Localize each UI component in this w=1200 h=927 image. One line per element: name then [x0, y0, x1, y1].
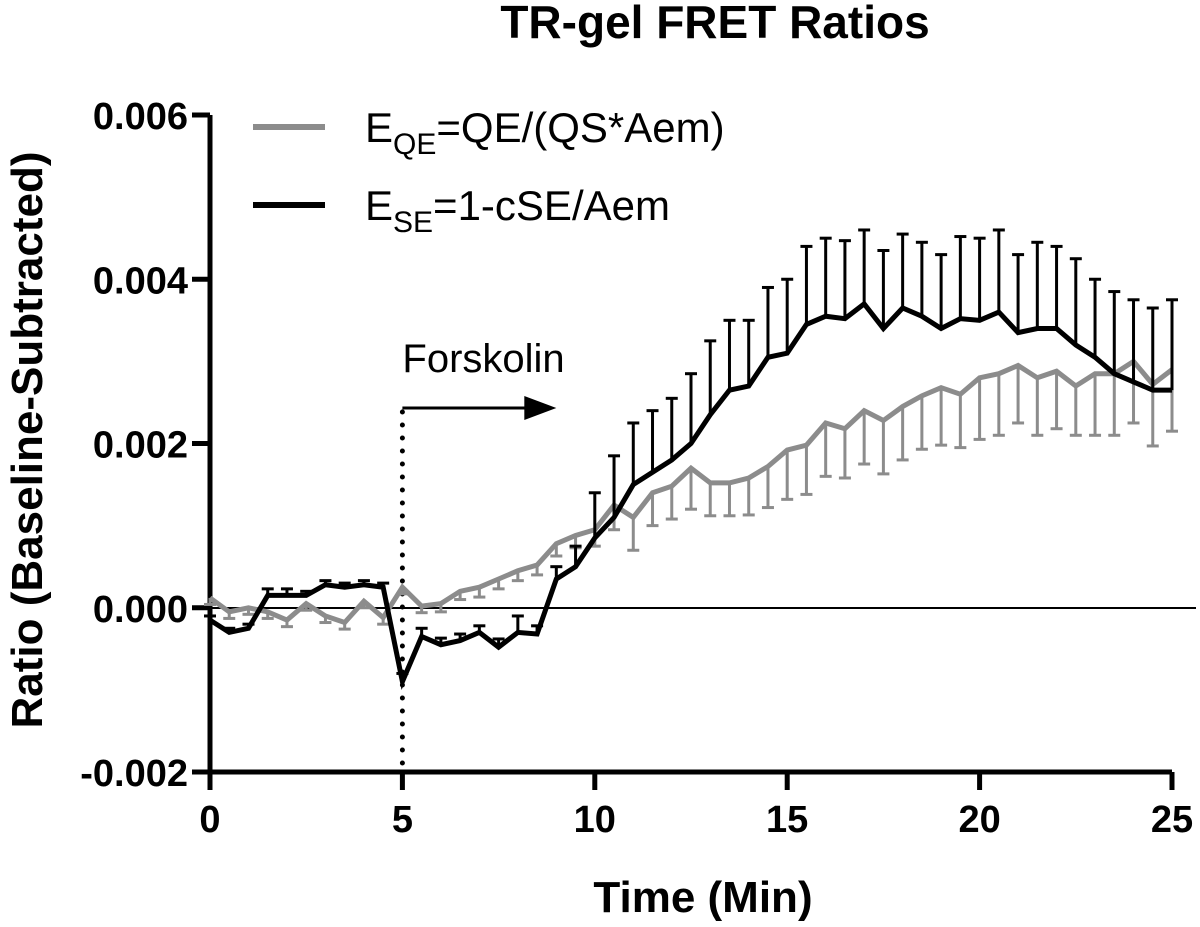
x-axis-ticks: 0 5 10 15 20 25 [199, 772, 1193, 841]
series-layer [204, 228, 1178, 691]
y-axis-ticks: -0.002 0.000 0.002 0.004 0.006 [80, 96, 210, 795]
series-1 [204, 228, 1178, 691]
x-tick-label: 5 [392, 799, 413, 841]
chart-title: TR-gel FRET Ratios [500, 0, 929, 48]
x-tick-label: 10 [574, 799, 616, 841]
x-tick-label: 25 [1151, 799, 1193, 841]
forskolin-annotation: Forskolin [399, 337, 565, 775]
legend: EQE=QE/(QS*Aem) ESE=1-cSE/Aem [253, 104, 725, 239]
x-tick-label: 15 [766, 799, 808, 841]
forskolin-arrow-head [524, 396, 557, 420]
y-tick-label: 0.006 [93, 96, 188, 138]
y-tick-label: 0.002 [93, 425, 188, 467]
forskolin-label: Forskolin [402, 337, 564, 381]
y-tick-label: 0.004 [93, 260, 188, 302]
legend-label: ESE=1-cSE/Aem [365, 182, 670, 239]
x-tick-label: 0 [199, 799, 220, 841]
y-tick-label: -0.002 [80, 753, 188, 795]
series-line [208, 300, 1172, 691]
legend-label: EQE=QE/(QS*Aem) [365, 104, 725, 161]
series-0 [204, 358, 1178, 631]
y-axis-title: Ratio (Baseline-Subtracted) [3, 152, 52, 729]
x-axis-title: Time (Min) [593, 873, 812, 922]
x-tick-label: 20 [958, 799, 1000, 841]
series-line [208, 358, 1174, 626]
y-tick-label: 0.000 [93, 589, 188, 631]
